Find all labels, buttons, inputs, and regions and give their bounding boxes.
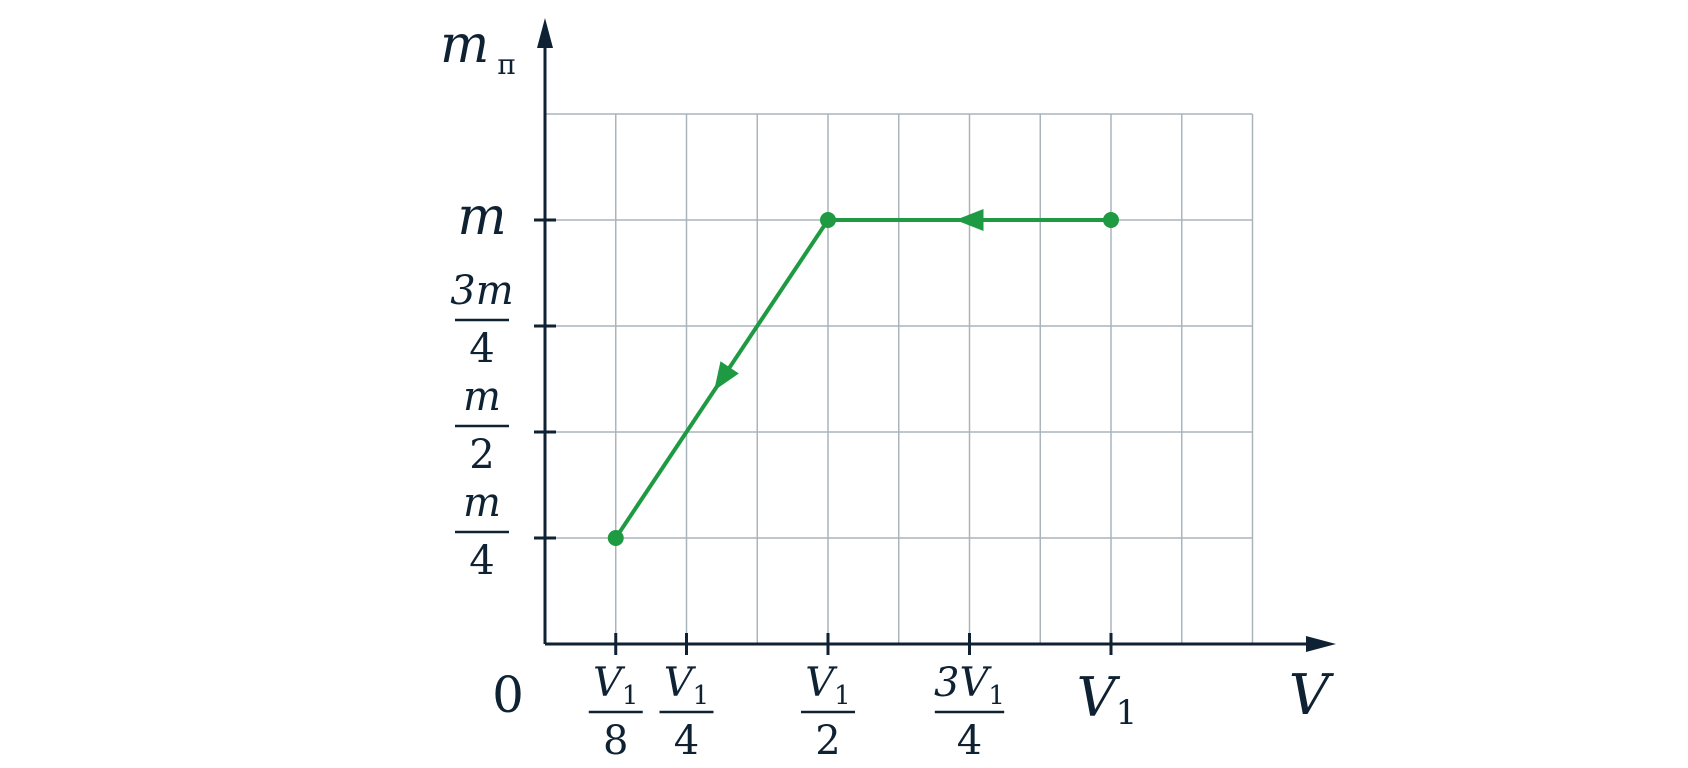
tick-label-numerator: 3m xyxy=(450,268,513,314)
x-axis-label: V xyxy=(1289,663,1335,728)
tick-label-numerator: V1 xyxy=(805,660,850,711)
direction-arrow xyxy=(714,361,739,391)
data-point xyxy=(1103,212,1119,228)
tick-label-denominator: 4 xyxy=(469,326,494,372)
x-tick-label: V18 xyxy=(588,660,643,764)
tick-label-numerator: m xyxy=(463,480,501,526)
tick-label-numerator: V1 xyxy=(664,660,709,711)
tick-label-denominator: 4 xyxy=(469,538,494,584)
series-line xyxy=(614,218,1111,540)
y-axis-arrowhead xyxy=(537,18,553,48)
x-axis-arrowhead xyxy=(1306,636,1336,652)
tick-label-denominator: 2 xyxy=(815,718,840,764)
labels: m п V 0 xyxy=(440,15,1335,728)
tick-label-denominator: 4 xyxy=(957,718,982,764)
x-tick-label: V14 xyxy=(659,660,714,764)
y-tick-label: m4 xyxy=(455,480,509,584)
grid xyxy=(545,113,1254,644)
x-tick-label: V12 xyxy=(801,660,855,764)
data-point xyxy=(820,212,836,228)
tick-label-numerator: 3V1 xyxy=(934,660,1005,711)
series xyxy=(607,209,1119,546)
x-tick-label: V1 xyxy=(1077,666,1138,733)
data-point xyxy=(607,530,624,546)
tick-label-numerator: m xyxy=(463,374,501,420)
tick-label-denominator: 4 xyxy=(674,718,699,764)
tick-label-numerator: V1 xyxy=(593,660,638,711)
tick-label-denominator: 2 xyxy=(469,432,494,478)
axes xyxy=(537,18,1336,652)
direction-arrow xyxy=(955,209,984,231)
y-tick-label: m xyxy=(457,187,506,247)
origin-label: 0 xyxy=(492,666,524,724)
y-tick-label: m2 xyxy=(455,374,509,478)
tick-label-denominator: 8 xyxy=(603,718,628,764)
y-tick-label: 3m4 xyxy=(450,268,513,372)
